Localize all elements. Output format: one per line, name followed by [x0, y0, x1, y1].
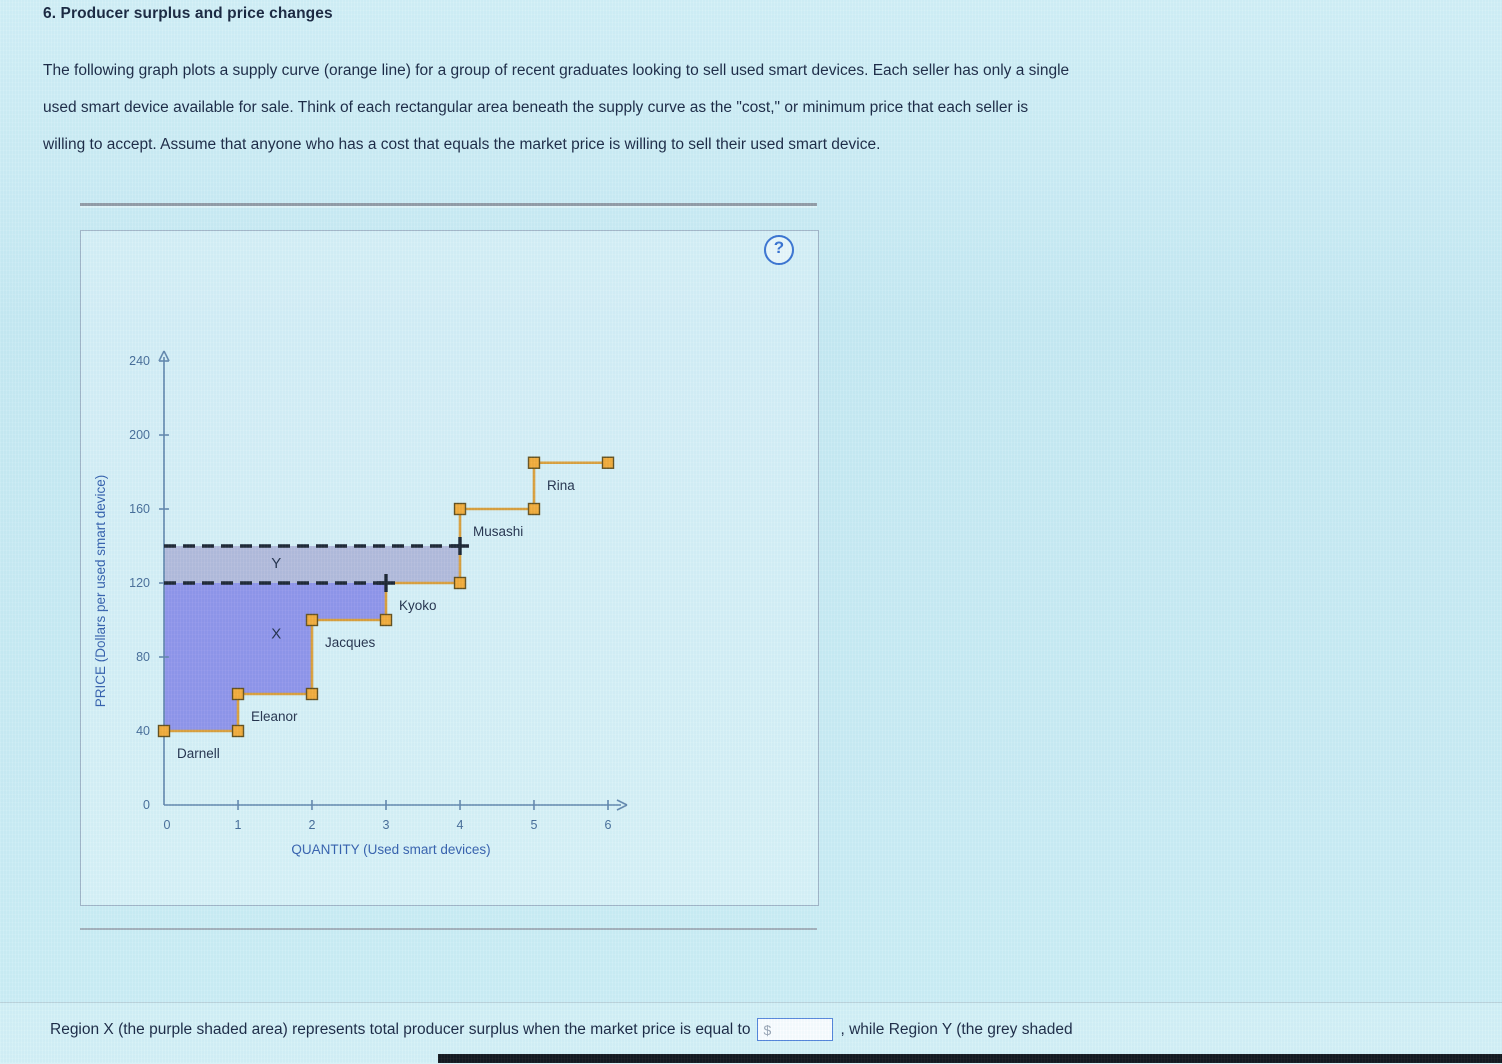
seller-label-musashi: Musashi — [473, 524, 523, 539]
help-icon[interactable]: ? — [764, 235, 794, 265]
price-input[interactable]: $ — [757, 1018, 834, 1041]
region-x-label: X — [271, 626, 281, 643]
answer-text-before: Region X (the purple shaded area) repres… — [50, 1020, 751, 1038]
x-axis-title: QUANTITY (Used smart devices) — [291, 842, 490, 857]
supply-point-handle[interactable] — [231, 724, 245, 738]
y-tick-label: 0 — [143, 798, 150, 812]
x-tick-label: 6 — [605, 818, 612, 832]
question-title: 6. Producer surplus and price changes — [43, 5, 333, 22]
supply-point-handle[interactable] — [379, 613, 393, 627]
region-y-label: Y — [271, 555, 281, 572]
price-line-handle-cross[interactable] — [377, 574, 395, 592]
supply-point-handle[interactable] — [305, 687, 319, 701]
supply-chart: 0 40 80 120 160 200 240 0 1 2 3 4 5 6 Darnell Eleanor Ja… — [93, 350, 628, 857]
x-axis-arrow — [616, 799, 628, 811]
supply-point-handle[interactable] — [527, 456, 541, 469]
seller-label-darnell: Darnell — [177, 746, 220, 761]
y-axis-arrow — [158, 350, 170, 362]
answer-band — [0, 1002, 1502, 1064]
supply-point-handle[interactable] — [305, 613, 319, 627]
answer-text-after: , while Region Y (the grey shaded — [840, 1020, 1073, 1038]
y-tick-label: 160 — [129, 502, 150, 516]
y-tick-label: 80 — [136, 650, 150, 664]
x-tick-label: 5 — [531, 818, 538, 832]
y-tick-label: 240 — [129, 354, 150, 368]
supply-point-handle[interactable] — [157, 724, 171, 738]
y-tick-label: 200 — [129, 428, 150, 442]
x-tick-label: 3 — [383, 818, 390, 832]
supply-point-handle[interactable] — [453, 502, 467, 516]
supply-point-handle[interactable] — [231, 687, 245, 701]
screen-edge-bar — [438, 1054, 1502, 1063]
seller-label-jacques: Jacques — [325, 635, 376, 650]
dollar-prefix: $ — [763, 1021, 772, 1038]
y-axis-title: PRICE (Dollars per used smart device) — [93, 475, 108, 708]
x-tick-label: 0 — [164, 818, 171, 832]
seller-label-kyoko: Kyoko — [399, 598, 437, 613]
x-tick-label: 2 — [309, 818, 316, 832]
supply-point-handle[interactable] — [601, 456, 615, 469]
y-tick-label: 40 — [136, 724, 150, 738]
answer-row: Region X (the purple shaded area) repres… — [50, 1018, 1073, 1041]
y-tick-label: 120 — [129, 576, 150, 590]
supply-point-handle[interactable] — [453, 576, 467, 590]
question-intro: The following graph plots a supply curve… — [43, 62, 1070, 153]
graph-panel: 0 40 80 120 160 200 240 0 1 2 3 4 5 6 Darnell Eleanor Ja… — [80, 230, 819, 906]
seller-label-rina: Rina — [547, 478, 575, 493]
price-line-handle-cross[interactable] — [451, 537, 469, 555]
region-y-area — [164, 546, 460, 583]
supply-point-handle[interactable] — [527, 502, 541, 516]
x-tick-label: 1 — [235, 818, 242, 832]
bottom-divider — [80, 928, 817, 930]
seller-label-eleanor: Eleanor — [251, 709, 298, 724]
x-tick-label: 4 — [457, 818, 464, 832]
top-divider — [80, 203, 817, 206]
